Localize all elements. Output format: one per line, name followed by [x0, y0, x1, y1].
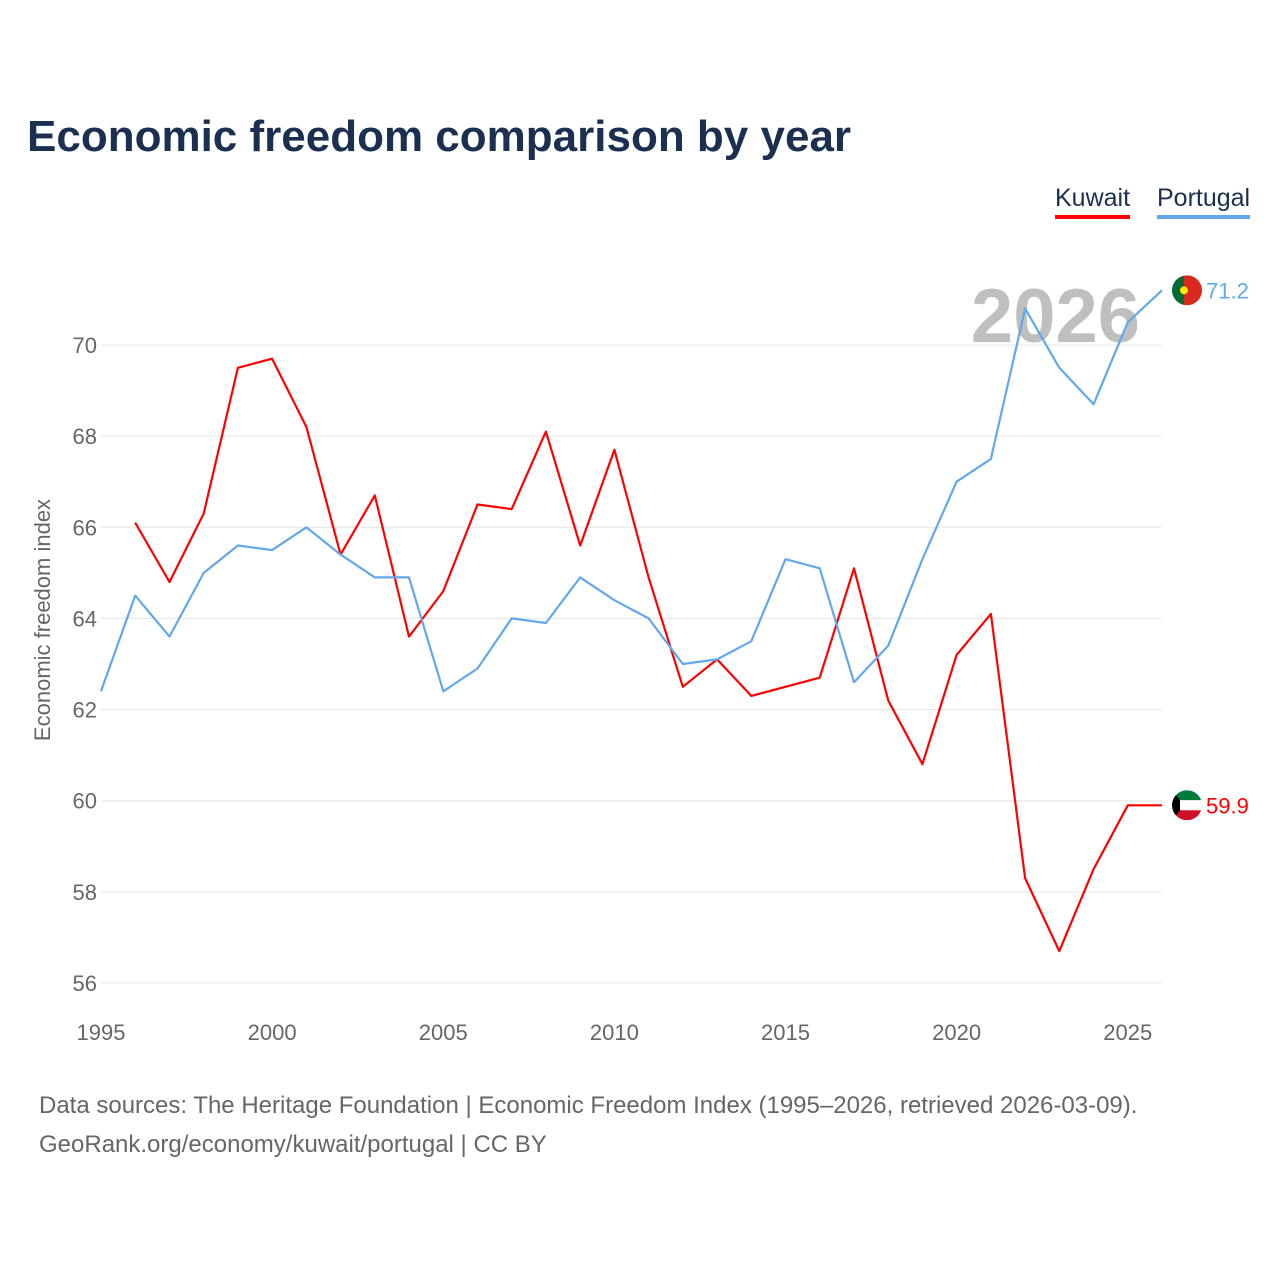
kuwait-flag-icon [1172, 790, 1202, 821]
legend-portugal[interactable]: Portugal [1157, 184, 1251, 219]
chart-title: Economic freedom comparison by year [27, 112, 852, 161]
y-tick-label: 68 [73, 424, 97, 449]
footer: Data sources: The Heritage Foundation | … [39, 1086, 1137, 1164]
legend-kuwait[interactable]: Kuwait [1055, 184, 1131, 219]
x-tick-label: 2000 [248, 1020, 297, 1045]
series-line-portugal [99, 289, 1163, 693]
x-tick-label: 2005 [419, 1020, 468, 1045]
source-note: Data sources: The Heritage Foundation | … [39, 1092, 1138, 1119]
x-tick-label: 2020 [932, 1020, 981, 1045]
year-watermark: 2026 [971, 274, 1140, 359]
y-tick-label: 64 [73, 606, 97, 631]
source-url[interactable]: GeoRank.org/economy/kuwait/portugal | CC… [39, 1131, 547, 1158]
x-tick-label: 2010 [590, 1020, 639, 1045]
y-tick-label: 66 [73, 515, 97, 540]
portugal-flag-icon [1172, 275, 1202, 306]
y-tick-label: 62 [73, 698, 97, 723]
y-tick-label: 58 [73, 880, 97, 905]
x-tick-label: 1995 [77, 1020, 126, 1045]
y-tick-label: 60 [73, 789, 97, 814]
y-tick-label: 70 [73, 333, 97, 358]
end-value-label-kuwait: 59.9 [1206, 793, 1249, 818]
y-tick-label: 56 [73, 971, 97, 996]
x-tick-label: 2025 [1103, 1020, 1152, 1045]
end-value-label-portugal: 71.2 [1206, 278, 1249, 303]
y-axis-label: Economic freedom index [30, 499, 55, 741]
x-tick-label: 2015 [761, 1020, 810, 1045]
series-line-kuwait [134, 357, 1162, 953]
